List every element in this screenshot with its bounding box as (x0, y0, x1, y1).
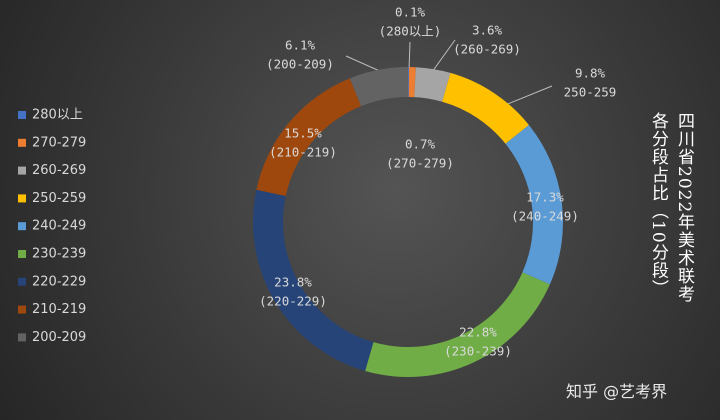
donut-slice (252, 189, 374, 371)
legend-swatch (18, 277, 26, 286)
chart-title: 四川省2022年美术联考 (674, 112, 694, 304)
data-label: 0.1% (395, 5, 426, 20)
data-label-name: (200-209) (266, 57, 334, 72)
legend-label: 270-279 (32, 135, 86, 150)
data-label-name: (260-269) (453, 42, 521, 57)
legend-swatch (18, 222, 26, 231)
legend-label: 230-239 (32, 247, 86, 262)
leader-line (431, 39, 456, 73)
data-label-name: (240-249) (511, 209, 579, 224)
data-label: 6.1% (285, 38, 316, 53)
data-label: 0.7% (405, 137, 436, 152)
data-label: 22.8% (459, 325, 497, 340)
data-label: 3.6% (472, 23, 503, 38)
legend-swatch (18, 194, 26, 203)
legend-swatch (18, 111, 26, 119)
leader-line (408, 41, 411, 71)
legend-swatch (18, 305, 26, 314)
donut-slice (505, 125, 563, 285)
legend-swatch (18, 250, 26, 258)
data-label: 15.5% (284, 126, 322, 141)
data-label-name: (220-229) (259, 294, 327, 309)
legend-label: 260-269 (32, 163, 86, 178)
legend-label: 280以上 (32, 108, 83, 123)
data-label-name: (280以上) (379, 24, 442, 39)
legend-label: 250-259 (32, 191, 86, 206)
legend-label: 220-229 (32, 274, 86, 289)
legend-swatch (18, 166, 26, 175)
data-label: 23.8% (274, 275, 312, 290)
leader-line (345, 55, 383, 73)
donut-slice (365, 272, 550, 377)
donut-slice (256, 78, 362, 196)
data-label-name: (230-239) (444, 344, 512, 359)
data-label: 17.3% (526, 190, 564, 205)
legend-swatch (18, 138, 26, 147)
donut-slice (414, 67, 451, 102)
legend-label: 240-249 (32, 219, 86, 234)
data-label-name: (210-219) (269, 145, 337, 160)
data-label-name: (270-279) (386, 156, 454, 171)
donut-slice (408, 67, 416, 98)
donut-slice (349, 67, 408, 107)
legend-swatch (18, 333, 26, 342)
data-label: 9.8% (575, 66, 606, 81)
chart-title: 各分段占比（10分段） (648, 112, 668, 298)
legend-label: 200-209 (32, 330, 86, 345)
donut-slice (408, 67, 409, 98)
legend-label: 210-219 (32, 302, 86, 317)
donut-slice (442, 72, 529, 144)
data-label-name: 250-259 (564, 85, 617, 100)
watermark: 知乎 @艺考界 (566, 382, 668, 401)
